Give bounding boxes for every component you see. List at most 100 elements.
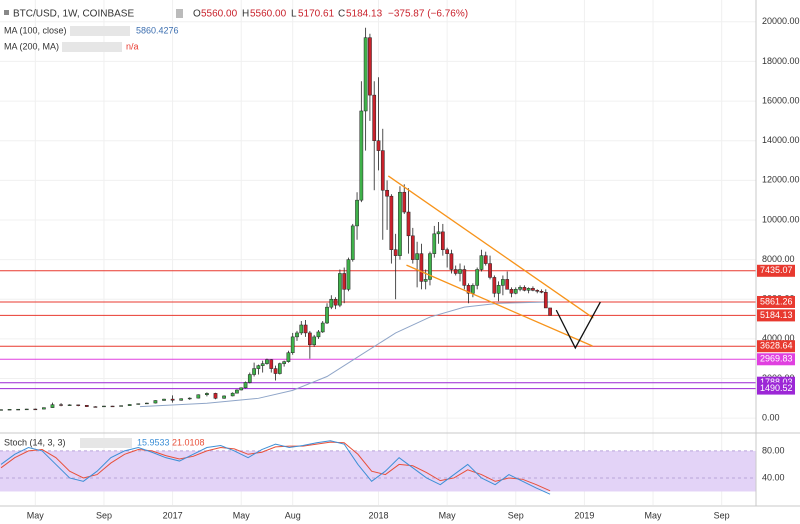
candle-body	[239, 387, 244, 391]
candle-body	[428, 253, 432, 280]
y-tick-label: 18000.00	[762, 56, 800, 66]
candle-body	[76, 404, 81, 406]
candle-body	[243, 382, 248, 389]
candle-body	[445, 249, 449, 254]
candle-body	[483, 255, 488, 264]
y-tick-label: 20000.00	[762, 16, 800, 26]
indicator-buttons[interactable]	[80, 438, 132, 448]
candle-body	[33, 408, 38, 411]
y-tick-label: 12000.00	[762, 175, 800, 185]
ma200-name: MA (200, MA)	[4, 41, 59, 51]
candle-body	[303, 324, 308, 334]
candle-body	[24, 408, 29, 411]
symbol: BTC/USD, 1W, COINBASE	[13, 9, 134, 20]
level-label: 7435.07	[760, 265, 793, 275]
candle-body	[548, 307, 552, 316]
x-tick-label: 2018	[368, 510, 388, 520]
close-label: C	[338, 9, 345, 20]
y-tick-label: 10000.00	[762, 214, 800, 224]
level-label-box	[757, 295, 795, 308]
level-label: 5184.13	[760, 310, 793, 320]
candle-body	[419, 253, 424, 282]
open-label: O	[193, 9, 201, 20]
candle-body	[16, 408, 21, 411]
candle-body	[308, 332, 312, 346]
collapse-icon[interactable]	[4, 10, 9, 15]
trend-line	[387, 175, 594, 319]
y-tick-label: 0.00	[762, 413, 780, 423]
candle-body	[410, 235, 415, 260]
candle-body	[187, 397, 192, 400]
candle-body	[531, 288, 535, 291]
candle-body	[235, 389, 239, 394]
candle-body	[230, 392, 235, 397]
change: −375.87 (−6.76%)	[388, 9, 468, 20]
close: 5184.13	[346, 9, 383, 20]
level-label: 5861.26	[760, 296, 793, 306]
candle-body	[162, 398, 166, 401]
x-tick-label: Aug	[285, 510, 301, 520]
y-tick-label: 8000.00	[762, 254, 795, 264]
candle-body	[252, 368, 256, 375]
candle-body	[368, 37, 372, 96]
candle-body	[136, 403, 141, 405]
candle-body	[513, 289, 518, 294]
stoch-k-line	[0, 440, 551, 495]
indicator-buttons[interactable]	[70, 26, 130, 36]
grid	[0, 0, 756, 505]
x-tick-label: Sep	[96, 510, 112, 520]
stoch-d-value: 21.0108	[172, 437, 205, 447]
low: 5170.61	[298, 9, 335, 20]
candle-body	[42, 407, 46, 410]
candle-body	[286, 352, 291, 362]
level-label-box	[757, 382, 795, 395]
candle-body	[145, 402, 149, 405]
candle-body	[363, 37, 368, 112]
candle-body	[299, 324, 304, 334]
indicator-buttons[interactable]	[62, 42, 122, 52]
icon[interactable]	[176, 9, 183, 18]
candle-body	[432, 233, 437, 254]
candle-body	[535, 290, 540, 292]
candle-body	[205, 393, 209, 395]
x-tick-label: Sep	[508, 510, 524, 520]
candle-body	[273, 368, 278, 374]
level-label: 2969.83	[760, 354, 793, 364]
candle-body	[338, 273, 342, 306]
ma100-line	[139, 301, 551, 408]
candle-body	[350, 225, 355, 260]
candle-body	[196, 394, 201, 399]
x-tick-label: May	[233, 510, 251, 520]
candle-body	[7, 409, 12, 411]
candle-body	[488, 263, 492, 278]
ma100-name: MA (100, close)	[4, 25, 67, 35]
candle-body	[376, 140, 381, 151]
candle-body	[453, 269, 458, 274]
candle-body	[222, 395, 226, 399]
candle-body	[67, 404, 72, 406]
candle-body	[127, 404, 132, 406]
level-label: 1490.52	[760, 383, 793, 393]
x-tick-label: May	[439, 510, 457, 520]
candle-body	[102, 405, 106, 408]
level-label-box	[757, 264, 795, 277]
candle-body	[59, 404, 63, 406]
candle-body	[475, 269, 480, 286]
ma100-value: 5860.4276	[136, 25, 179, 35]
x-tick-label: May	[645, 510, 663, 520]
candle-body	[402, 191, 407, 213]
candle-body	[93, 406, 98, 408]
x-tick-label: 2019	[574, 510, 594, 520]
level-label-box	[757, 353, 795, 366]
candle-body	[290, 336, 295, 353]
candle-body	[312, 336, 317, 346]
candle-body	[320, 322, 325, 333]
trend-line	[555, 301, 601, 350]
stoch-d-line	[0, 441, 551, 492]
candle-body	[492, 277, 497, 294]
candle-body	[518, 287, 522, 290]
stoch-k-value: 15.9533	[137, 437, 170, 447]
x-tick-label: May	[27, 510, 45, 520]
candle-body	[170, 398, 175, 401]
candle-body	[355, 199, 359, 227]
